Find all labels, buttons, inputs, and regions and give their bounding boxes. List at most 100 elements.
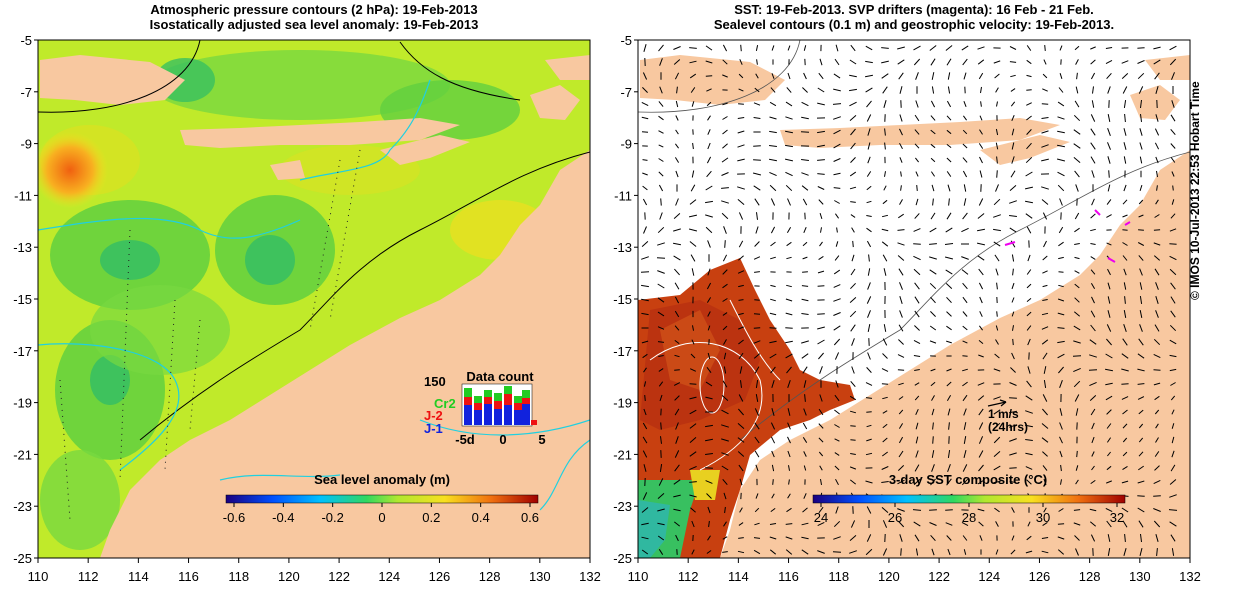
velocity-vector <box>641 256 649 260</box>
velocity-vector <box>977 479 985 485</box>
velocity-vector <box>1041 130 1049 134</box>
velocity-vector <box>1171 199 1175 205</box>
velocity-vector <box>754 87 760 93</box>
velocity-vector <box>850 157 856 163</box>
velocity-vector <box>641 507 649 513</box>
velocity-vector <box>1107 534 1111 542</box>
velocity-vector <box>738 255 744 261</box>
velocity-vector <box>1026 380 1032 388</box>
velocity-vector <box>1042 212 1048 220</box>
velocity-vector <box>1170 464 1176 472</box>
velocity-vector <box>1169 494 1177 498</box>
velocity-vector <box>978 72 984 80</box>
velocity-vector <box>995 268 999 276</box>
velocity-vector <box>867 310 871 318</box>
velocity-vector <box>913 355 921 357</box>
velocity-vector <box>674 157 680 163</box>
velocity-vector <box>1138 520 1144 528</box>
velocity-vector <box>898 382 904 386</box>
velocity-vector <box>1010 88 1016 92</box>
velocity-vector <box>1010 367 1016 373</box>
velocity-vector <box>1171 436 1175 444</box>
velocity-vector <box>963 184 967 192</box>
velocity-vector <box>755 493 759 499</box>
velocity-vector <box>849 171 857 177</box>
velocity-vector <box>1041 117 1049 119</box>
velocity-vector <box>963 422 967 430</box>
velocity-vector <box>675 534 679 542</box>
velocity-vector <box>722 143 728 149</box>
velocity-vector <box>641 522 649 526</box>
velocity-vector <box>1009 215 1017 217</box>
velocity-vector <box>881 73 889 79</box>
velocity-vector <box>1138 214 1144 218</box>
velocity-vector <box>850 201 856 203</box>
velocity-vector <box>674 339 680 345</box>
velocity-vector <box>641 284 649 288</box>
velocity-vector <box>675 170 679 178</box>
velocity-vector <box>817 186 825 190</box>
velocity-vector <box>930 143 936 149</box>
velocity-vector <box>1171 72 1175 80</box>
velocity-vector <box>738 88 744 92</box>
velocity-vector <box>754 422 760 430</box>
velocity-vector <box>817 130 825 134</box>
altimeter-tracks <box>59 149 361 521</box>
velocity-vector <box>849 310 857 318</box>
velocity-vector <box>753 102 761 106</box>
velocity-vector <box>867 268 871 276</box>
velocity-vector <box>898 396 904 400</box>
velocity-vector <box>675 436 679 444</box>
data-count-inset: Data count 150 Cr2 J-2 J-1 -5d 0 5 <box>424 369 546 447</box>
velocity-vector <box>722 102 728 106</box>
velocity-vector <box>674 464 680 472</box>
velocity-vector <box>899 157 903 163</box>
velocity-vector <box>1011 156 1015 164</box>
velocity-vector <box>1153 520 1161 528</box>
velocity-vector <box>641 116 649 120</box>
velocity-vector <box>657 326 665 330</box>
velocity-vector <box>770 284 776 288</box>
velocity-vector <box>1009 467 1017 469</box>
velocity-vector <box>738 522 744 526</box>
velocity-vector <box>723 226 727 234</box>
velocity-vector <box>1057 116 1065 120</box>
velocity-vector <box>673 242 681 246</box>
velocity-vector <box>834 465 840 471</box>
velocity-vector <box>689 60 697 64</box>
velocity-vector <box>929 325 937 331</box>
velocity-vector <box>786 256 792 260</box>
velocity-vector <box>787 493 791 499</box>
velocity-vector <box>1012 338 1014 346</box>
velocity-vector <box>1060 479 1062 485</box>
velocity-vector <box>1025 439 1033 441</box>
right-land <box>640 55 1190 558</box>
velocity-vector <box>1106 409 1112 415</box>
velocity-vector <box>688 214 698 218</box>
velocity-vector <box>849 115 857 121</box>
x-tick-label: 126 <box>1029 569 1051 584</box>
velocity-vector <box>946 100 952 108</box>
velocity-vector <box>897 479 905 485</box>
velocity-vector <box>833 73 841 79</box>
velocity-vector <box>803 72 807 80</box>
velocity-vector <box>963 101 967 107</box>
velocity-vector <box>850 520 856 528</box>
velocity-vector <box>976 242 986 246</box>
velocity-vector <box>1170 296 1176 304</box>
velocity-vector <box>819 212 823 220</box>
velocity-vector <box>833 520 841 528</box>
velocity-vector <box>962 535 968 541</box>
velocity-vector <box>644 395 646 401</box>
velocity-vector <box>1075 86 1079 94</box>
velocity-vector <box>1010 170 1016 178</box>
velocity-vector <box>1009 200 1017 204</box>
velocity-vector <box>1059 198 1063 206</box>
velocity-vector <box>803 380 807 388</box>
velocity-vector <box>897 465 905 471</box>
velocity-vector <box>1153 338 1161 346</box>
velocity-vector <box>771 464 775 472</box>
velocity-vector <box>1090 310 1096 318</box>
velocity-vector <box>884 128 886 136</box>
velocity-vector <box>1124 296 1126 304</box>
